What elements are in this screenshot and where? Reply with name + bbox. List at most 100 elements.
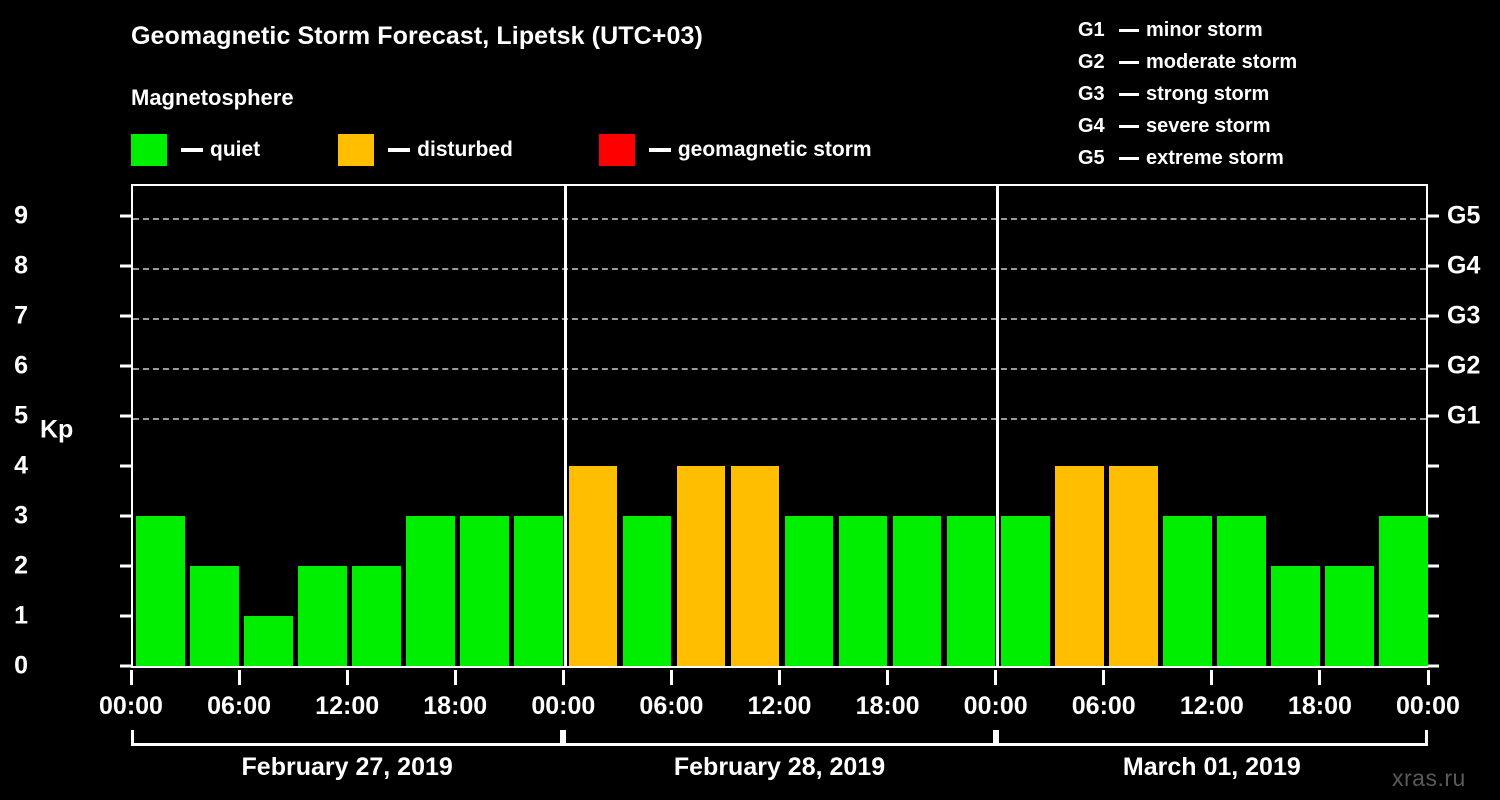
y-tick-label: 9 — [14, 201, 28, 230]
bar — [568, 466, 618, 666]
x-tick-label: 00:00 — [1396, 692, 1460, 720]
y-tick-mark — [120, 314, 131, 318]
y-tick-mark — [120, 564, 131, 568]
x-tick-mark — [1210, 670, 1214, 685]
g-legend-label: extreme storm — [1146, 146, 1284, 169]
y-tick-mark — [120, 414, 131, 418]
gridline — [133, 268, 1426, 270]
day-label: February 27, 2019 — [241, 753, 453, 781]
gridline — [133, 418, 1426, 420]
g-legend-row-g2: G2 moderate storm — [1078, 46, 1297, 78]
y-tick-label: 2 — [14, 551, 28, 580]
g-legend-code: G2 — [1078, 50, 1105, 73]
bar — [622, 516, 672, 666]
y-tick-mark-right — [1428, 264, 1439, 268]
day-bracket — [995, 730, 1428, 746]
bar — [1108, 466, 1158, 666]
y-tick-label: 4 — [14, 451, 28, 480]
g-axis-label: G2 — [1447, 351, 1481, 380]
gridline — [133, 368, 1426, 370]
x-tick-label: 00:00 — [963, 692, 1028, 720]
bar — [946, 516, 996, 666]
y-tick-mark — [120, 214, 131, 218]
g-legend-dash-icon — [1119, 28, 1139, 32]
gridline — [133, 218, 1426, 220]
bar — [298, 566, 347, 666]
bar — [1217, 516, 1266, 666]
legend-label: quiet — [210, 138, 261, 161]
x-tick-mark — [778, 670, 781, 685]
y-tick-label: 6 — [14, 351, 28, 380]
g-legend-row-g4: G4 severe storm — [1078, 110, 1297, 142]
day-label: March 01, 2019 — [1122, 753, 1301, 781]
x-tick-label: 06:00 — [207, 692, 272, 720]
x-tick-mark — [561, 670, 565, 685]
x-tick-label: 06:00 — [1071, 692, 1136, 720]
y-tick-mark — [120, 514, 131, 518]
legend-label: disturbed — [417, 138, 513, 161]
bar — [784, 516, 834, 666]
g-legend-row-g3: G3 strong storm — [1078, 78, 1297, 110]
x-tick-label: 06:00 — [639, 692, 704, 720]
bar — [1271, 566, 1320, 666]
g-legend-code: G5 — [1078, 146, 1105, 169]
bar — [676, 466, 726, 666]
y-tick-label: 3 — [14, 501, 28, 530]
bar — [136, 516, 185, 666]
bar — [190, 566, 239, 666]
page-title: Geomagnetic Storm Forecast, Lipetsk (UTC… — [131, 22, 703, 50]
g-legend-code: G3 — [1078, 82, 1105, 105]
y-tick-label: 5 — [14, 401, 28, 430]
gridline — [133, 318, 1426, 320]
g-legend-label: moderate storm — [1146, 50, 1298, 73]
x-tick-mark — [453, 670, 457, 685]
bar — [460, 516, 510, 666]
bar — [406, 516, 456, 666]
g-axis-label: G5 — [1447, 201, 1481, 230]
y-tick-mark — [120, 664, 131, 668]
x-tick-label: 18:00 — [1287, 692, 1352, 720]
x-tick-label: 12:00 — [1179, 692, 1244, 720]
bar — [892, 516, 942, 666]
legend-entry: geomagnetic storm — [598, 134, 872, 166]
g-legend-dash-icon — [1119, 124, 1139, 128]
x-tick-mark — [669, 670, 673, 685]
day-divider — [996, 186, 1000, 666]
y-tick-mark-right — [1428, 564, 1439, 568]
y-tick-mark — [120, 264, 131, 268]
x-tick-mark — [237, 670, 241, 685]
y-tick-mark-right — [1428, 614, 1439, 618]
bar — [838, 516, 888, 666]
day-label: February 28, 2019 — [673, 753, 886, 781]
g-legend-dash-icon — [1119, 92, 1139, 96]
y-tick-label: 7 — [14, 301, 28, 330]
g-axis-label: G4 — [1447, 251, 1481, 280]
x-tick-label: 12:00 — [747, 692, 812, 720]
legend-dash-icon — [181, 148, 203, 152]
g-legend-code: G1 — [1078, 18, 1105, 41]
g-legend-code: G4 — [1078, 114, 1105, 137]
day-bracket — [131, 730, 564, 746]
plot-area — [131, 184, 1428, 668]
x-tick-label: 12:00 — [315, 692, 380, 720]
x-tick-label: 00:00 — [99, 692, 163, 720]
x-tick-mark — [994, 670, 998, 685]
y-tick-mark — [120, 614, 131, 618]
bar — [514, 516, 564, 666]
y-tick-mark — [120, 464, 131, 468]
legend-entry: quiet — [131, 134, 260, 166]
x-tick-label: 18:00 — [423, 692, 488, 720]
g-axis-label: G3 — [1447, 301, 1481, 330]
y-tick-mark — [120, 364, 131, 368]
green-square-icon — [131, 134, 167, 166]
bar — [1325, 566, 1374, 666]
bar — [352, 566, 401, 666]
y-tick-label: 0 — [14, 651, 28, 680]
legend-label: geomagnetic storm — [677, 138, 872, 161]
red-square-icon — [598, 134, 635, 166]
y-axis-title: Kp — [40, 415, 74, 444]
y-tick-mark-right — [1428, 414, 1439, 418]
orange-square-icon — [338, 134, 375, 166]
g-legend-row-g1: G1 minor storm — [1078, 14, 1297, 46]
